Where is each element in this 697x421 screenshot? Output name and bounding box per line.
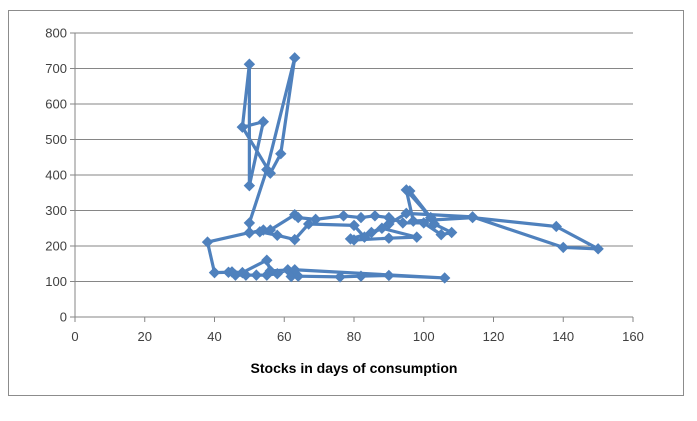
data-point [289,52,301,64]
data-point [302,218,315,230]
x-tick-labels: 0 20 40 60 80 100 120 140 160 [71,329,643,344]
data-point [254,226,266,238]
data-point [383,232,395,244]
data-point [550,220,562,233]
x-tick-label: 160 [622,329,644,344]
data-point [435,228,447,241]
data-point [261,254,273,266]
data-point [271,229,283,242]
data-point [365,226,378,239]
y-tick-label: 200 [45,239,67,254]
data-point [292,211,304,224]
y-tick-label: 600 [45,97,67,112]
y-tick-label: 0 [60,310,67,325]
y-tick-label: 500 [45,132,67,147]
data-point [557,241,569,254]
data-point [397,217,409,229]
y-tick-labels: 0 100 200 300 400 500 600 700 800 [45,26,67,325]
data-point [243,58,256,70]
data-point [289,264,301,276]
data-point [376,222,388,234]
data-point [243,179,256,192]
chart-frame: 0 100 200 300 400 500 600 700 800 0 20 40 60 80 100 12… [8,10,684,396]
data-point [236,121,249,133]
x-tick-label: 20 [138,329,152,344]
data-point [425,211,437,224]
data-point [407,215,419,227]
data-point [264,224,277,236]
data-point [236,266,249,279]
line-chart: 0 100 200 300 400 500 600 700 800 0 20 40 60 80 100 12… [45,26,644,377]
data-point [289,233,301,246]
data-point [369,210,381,222]
data-point [264,265,277,277]
y-tick-label: 700 [45,61,67,76]
x-axis-title: Stocks in days of consumption [251,360,458,376]
data-point [201,236,214,248]
data-point [243,226,256,239]
x-tick-label: 40 [207,329,221,344]
x-tick-label: 140 [552,329,574,344]
x-tick-label: 100 [413,329,435,344]
data-point [400,184,413,196]
x-tick-label: 60 [277,329,291,344]
data-point [243,217,256,229]
data-point [466,211,479,223]
data-point [418,217,430,229]
x-tick-label: 0 [71,329,78,344]
data-point [309,213,322,226]
x-tick-label: 80 [347,329,361,344]
data-point [226,266,238,278]
data-point [383,269,395,282]
gridlines [70,32,634,322]
data-point [358,231,371,243]
y-tick-label: 800 [45,26,67,41]
data-point [411,231,423,243]
data-point [208,266,221,279]
data-point [592,243,604,255]
data-point [261,163,273,176]
data-point [337,210,350,222]
data-point [445,226,458,239]
data-point [250,269,263,281]
y-tick-label: 100 [45,274,67,289]
data-point [334,271,346,283]
data-point [438,272,451,284]
data-point [348,234,360,246]
data-point [257,116,270,128]
data-point [383,218,395,230]
series [201,52,604,284]
x-tick-label: 120 [483,329,505,344]
data-point [400,207,413,220]
data-point [355,211,367,224]
y-tick-label: 300 [45,203,67,218]
data-point [355,270,367,282]
data-point [275,147,287,160]
y-tick-label: 400 [45,168,67,183]
data-point [348,219,360,232]
